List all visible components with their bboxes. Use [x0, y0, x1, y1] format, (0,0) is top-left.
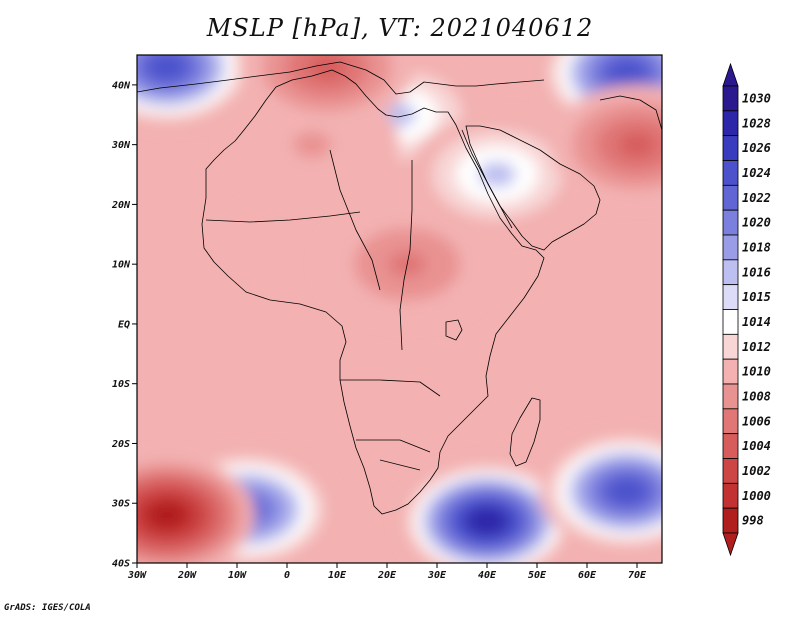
colorbar-label-1016: 1016 [742, 265, 771, 279]
lon-label-10W: 10W [228, 570, 247, 581]
europe-coastline [137, 61, 545, 95]
pressure-system-high-north-atlantic [137, 55, 255, 127]
grads-credit: GrADS: IGES/COLA [4, 603, 91, 613]
colorbar-label-1008: 1008 [742, 389, 771, 403]
colorbar-label-1020: 1020 [742, 216, 771, 230]
colorbar-label-1030: 1030 [742, 91, 771, 105]
colorbar-top-arrow [722, 62, 739, 87]
colorbar-swatch-1030 [722, 85, 739, 112]
lon-label-40E: 40E [478, 570, 497, 581]
colorbar-swatch-1028 [722, 110, 739, 137]
lat-label-20N: 20N [111, 200, 131, 211]
border-west-sahel [205, 211, 361, 223]
colorbar-label-1014: 1014 [742, 315, 771, 329]
colorbar-swatch-1012 [722, 333, 739, 360]
lake-victoria [445, 319, 463, 341]
lon-label-30E: 30E [427, 570, 447, 581]
colorbar-label-1012: 1012 [742, 340, 771, 354]
colorbar-swatch-1020 [722, 209, 739, 236]
border-central [329, 149, 381, 291]
pressure-system-high-south-africa-east [399, 461, 575, 563]
colorbar-label-1028: 1028 [742, 116, 771, 130]
lat-label-20S: 20S [111, 439, 130, 450]
pressure-system-low-iberia [239, 55, 415, 127]
latitude-labels: 40N 30N 20N 10N EQ 10S 20S 30S 40S [111, 80, 137, 570]
lon-label-30W: 30W [127, 570, 147, 581]
colorbar-label-1026: 1026 [742, 141, 771, 155]
colorbar-bottom-arrow [722, 532, 739, 557]
pressure-system-low-pakistan [549, 85, 662, 205]
colorbar-label-1004: 1004 [742, 439, 771, 453]
colorbar-swatch-1016 [722, 259, 739, 286]
lat-label-10N: 10N [112, 260, 131, 271]
lon-label-20E: 20E [377, 570, 397, 581]
pressure-system-high-arabian [409, 115, 585, 235]
colorbar-swatch-1004 [722, 433, 739, 459]
plot-frame [136, 54, 663, 564]
lat-label-40S: 40S [112, 559, 130, 570]
border-southern-africa [356, 439, 431, 471]
colorbar-swatch-1014 [722, 309, 739, 335]
colorbar-label-998: 998 [742, 514, 764, 528]
lon-label-20W: 20W [177, 570, 197, 581]
red-sea-coast [461, 129, 513, 229]
colorbar-label-1024: 1024 [742, 166, 771, 180]
madagascar-coastline [509, 397, 541, 467]
colorbar-label-1000: 1000 [742, 489, 771, 503]
colorbar-swatch-1026 [722, 135, 739, 161]
colorbar-label-1018: 1018 [742, 240, 771, 254]
colorbar: 1030 1028 1026 1024 1022 1020 1018 1016 1015 1014… [722, 62, 771, 557]
colorbar-label-1002: 1002 [742, 464, 771, 478]
lon-label-60E: 60E [578, 570, 597, 581]
colorbar-swatch-1008 [722, 383, 739, 410]
colorbar-swatch-998 [722, 507, 739, 534]
lon-label-50E: 50E [528, 570, 547, 581]
colorbar-swatch-1006 [722, 408, 739, 435]
lon-label-70E: 70E [628, 570, 647, 581]
colorbar-label-1010: 1010 [742, 365, 771, 379]
colorbar-swatch-1000 [722, 482, 739, 509]
colorbar-swatch-1015 [722, 284, 739, 310]
lat-label-EQ: EQ [118, 319, 130, 330]
colorbar-swatch-1018 [722, 234, 739, 261]
coastlines-and-borders [137, 61, 662, 515]
pressure-field [137, 55, 662, 563]
colorbar-label-1006: 1006 [742, 414, 771, 428]
colorbar-label-1022: 1022 [742, 191, 771, 205]
colorbar-swatch-1022 [722, 184, 739, 211]
colorbar-swatch-1024 [722, 160, 739, 186]
longitude-labels: 30W 20W 10W 0 10E 20E 30E 40E 50E 60E 70E [127, 563, 647, 581]
pressure-system-high-south-indian [539, 431, 662, 551]
lat-label-10S: 10S [112, 379, 130, 390]
lat-label-30N: 30N [111, 140, 131, 151]
india-coastline [599, 95, 662, 131]
border-south [340, 379, 441, 397]
chart-title: MSLP [hPa], VT: 2021040612 [206, 14, 594, 42]
colorbar-label-1015: 1015 [742, 290, 771, 304]
pressure-system-low-south-atlantic [137, 455, 255, 563]
lat-label-40N: 40N [112, 80, 131, 91]
colorbar-swatch-1010 [722, 358, 739, 385]
lon-label-10E: 10E [328, 570, 347, 581]
africa-coastline [201, 69, 545, 515]
lat-label-30S: 30S [111, 499, 130, 510]
lon-label-0: 0 [284, 570, 290, 581]
colorbar-swatch-1002 [722, 458, 739, 484]
border-east [399, 160, 413, 351]
